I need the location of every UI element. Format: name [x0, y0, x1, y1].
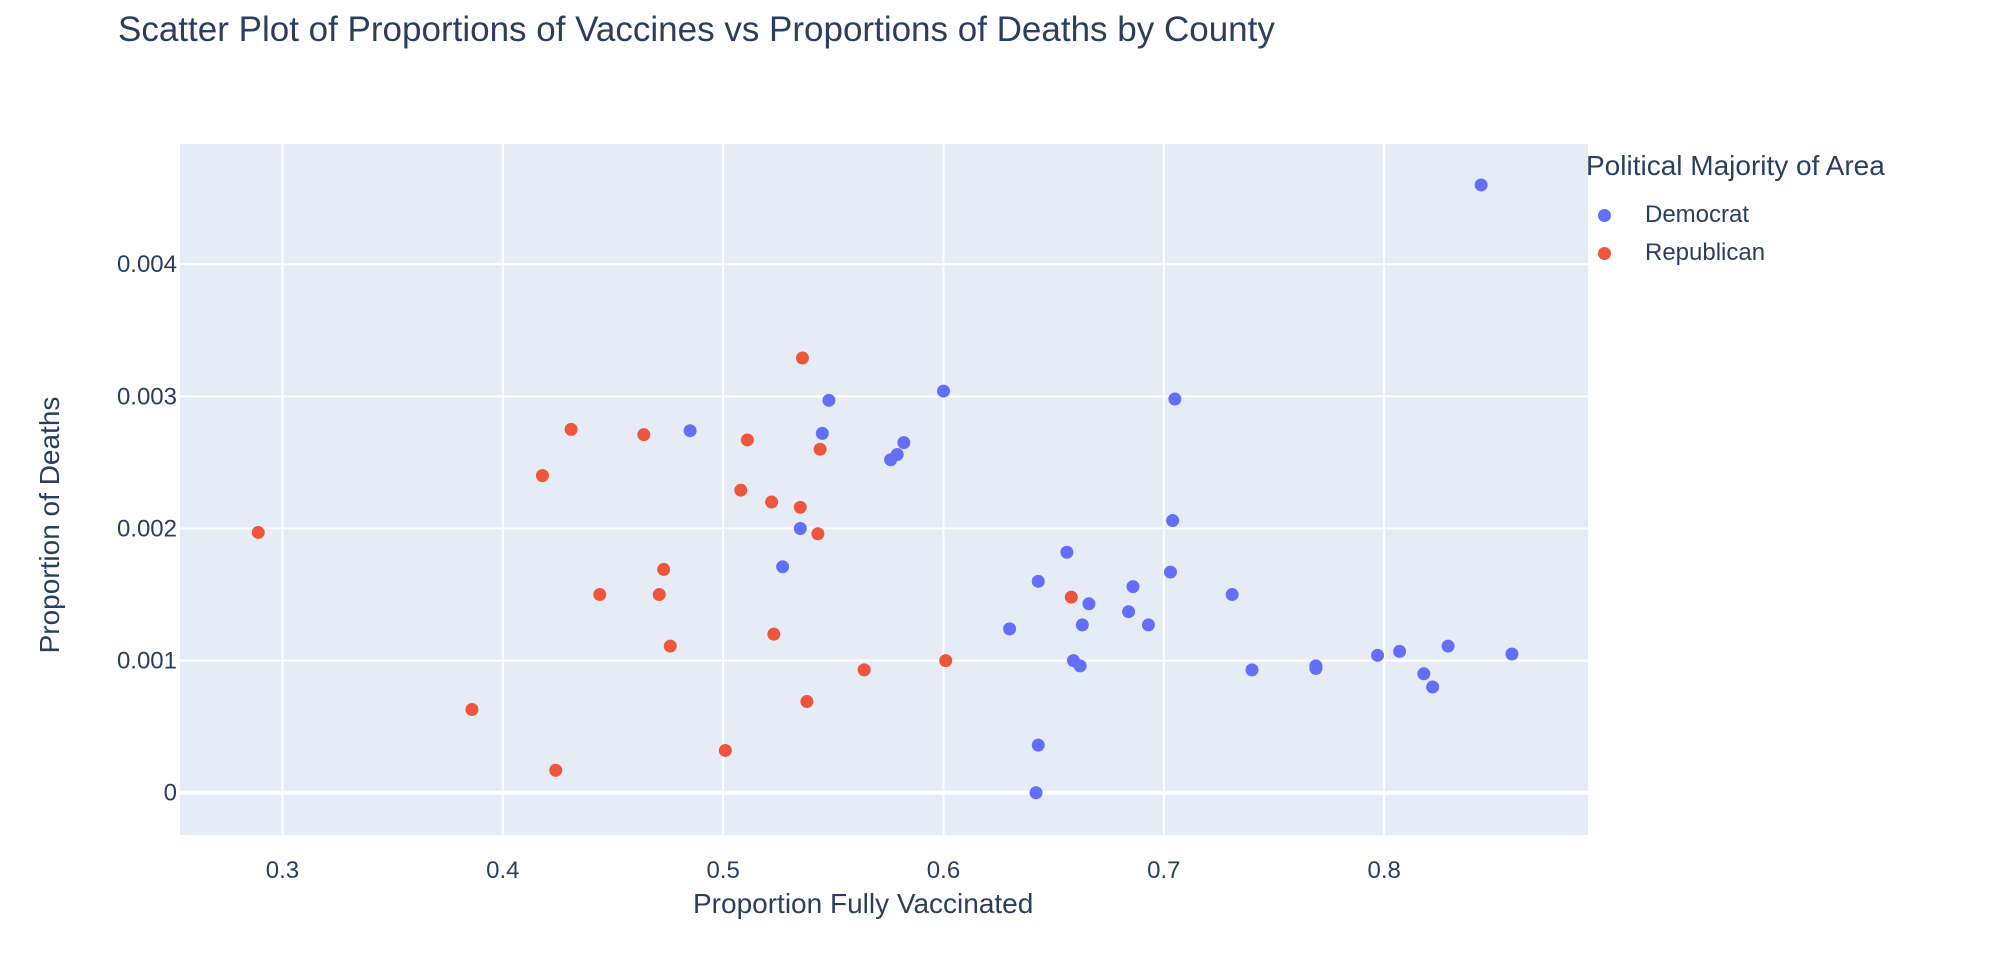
chart-title: Scatter Plot of Proportions of Vaccines … [118, 10, 1275, 49]
y-tick-label: 0.002 [117, 515, 177, 542]
y-axis-title: Proportion of Deaths [34, 396, 65, 654]
data-point-democrat[interactable] [1225, 588, 1239, 602]
data-point-democrat[interactable] [897, 436, 911, 450]
data-point-democrat[interactable] [1163, 565, 1177, 579]
data-points [251, 178, 1519, 800]
data-point-democrat[interactable] [884, 453, 898, 467]
data-point-democrat[interactable] [1060, 545, 1074, 559]
republican-marker-icon [1598, 246, 1611, 260]
data-point-republican[interactable] [663, 639, 677, 653]
legend-item-republican[interactable]: Republican [1598, 234, 1885, 272]
data-point-republican[interactable] [657, 562, 671, 576]
data-point-democrat[interactable] [1417, 667, 1431, 681]
legend-label-democrat: Democrat [1645, 201, 1750, 228]
data-point-democrat[interactable] [1245, 663, 1259, 677]
data-point-democrat[interactable] [1505, 647, 1519, 661]
data-point-republican[interactable] [795, 351, 809, 365]
data-point-democrat[interactable] [1141, 618, 1155, 632]
legend: Political Majority of Area Democrat Repu… [1586, 150, 1885, 272]
x-axis-title: Proportion Fully Vaccinated [693, 888, 1034, 919]
data-point-democrat[interactable] [1031, 738, 1045, 752]
data-point-democrat[interactable] [1003, 622, 1017, 636]
data-point-democrat[interactable] [1441, 639, 1455, 653]
data-point-democrat[interactable] [1393, 644, 1407, 658]
data-point-republican[interactable] [1064, 590, 1078, 604]
data-point-republican[interactable] [564, 422, 578, 436]
data-point-republican[interactable] [251, 525, 265, 539]
y-tick-label: 0 [164, 780, 177, 807]
data-point-democrat[interactable] [1426, 680, 1440, 694]
data-point-democrat[interactable] [822, 393, 836, 407]
data-point-democrat[interactable] [776, 560, 790, 574]
data-point-republican[interactable] [857, 663, 871, 677]
y-tick-label: 0.001 [117, 648, 177, 675]
x-tick-label: 0.8 [1367, 857, 1400, 884]
data-point-republican[interactable] [939, 654, 953, 668]
data-point-republican[interactable] [535, 469, 549, 483]
data-point-democrat[interactable] [1082, 597, 1096, 611]
data-point-democrat[interactable] [1122, 605, 1136, 619]
democrat-marker-icon [1598, 208, 1611, 222]
data-point-republican[interactable] [793, 500, 807, 514]
data-point-democrat[interactable] [936, 384, 950, 398]
data-point-democrat[interactable] [1166, 514, 1180, 528]
data-point-democrat[interactable] [1031, 574, 1045, 588]
data-point-republican[interactable] [740, 433, 754, 447]
data-point-republican[interactable] [765, 495, 779, 509]
data-point-republican[interactable] [734, 483, 748, 497]
data-point-democrat[interactable] [1309, 659, 1323, 673]
data-point-democrat[interactable] [1029, 786, 1043, 800]
x-tick-label: 0.7 [1147, 857, 1180, 884]
data-point-republican[interactable] [652, 588, 666, 602]
data-point-republican[interactable] [593, 588, 607, 602]
data-point-republican[interactable] [718, 743, 732, 757]
y-tick-label: 0.003 [117, 383, 177, 410]
x-axis-ticks: 0.3 0.4 0.5 0.6 0.7 0.8 [266, 857, 1401, 884]
legend-label-republican: Republican [1645, 239, 1766, 266]
data-point-republican[interactable] [549, 763, 563, 777]
data-point-republican[interactable] [811, 527, 825, 541]
x-tick-label: 0.4 [486, 857, 519, 884]
y-axis-ticks: 0 0.001 0.002 0.003 0.004 [117, 251, 177, 806]
x-tick-label: 0.5 [706, 857, 739, 884]
data-point-democrat[interactable] [1371, 648, 1385, 662]
data-point-democrat[interactable] [815, 426, 829, 440]
data-point-republican[interactable] [767, 627, 781, 641]
data-point-republican[interactable] [800, 695, 814, 709]
data-point-democrat[interactable] [1073, 659, 1087, 673]
data-point-republican[interactable] [465, 702, 479, 716]
plot-area [180, 144, 1588, 835]
data-point-republican[interactable] [813, 442, 827, 456]
data-point-democrat[interactable] [1474, 178, 1488, 192]
data-point-democrat[interactable] [1126, 580, 1140, 594]
legend-item-democrat[interactable]: Democrat [1598, 196, 1885, 234]
x-tick-label: 0.3 [266, 857, 299, 884]
grid-lines [180, 144, 1588, 835]
data-point-democrat[interactable] [1075, 618, 1089, 632]
data-point-democrat[interactable] [683, 424, 697, 438]
y-tick-label: 0.004 [117, 251, 177, 278]
data-point-republican[interactable] [637, 428, 651, 442]
legend-title: Political Majority of Area [1586, 150, 1885, 181]
x-tick-label: 0.6 [927, 857, 960, 884]
data-point-democrat[interactable] [1168, 392, 1182, 406]
data-point-democrat[interactable] [793, 521, 807, 535]
